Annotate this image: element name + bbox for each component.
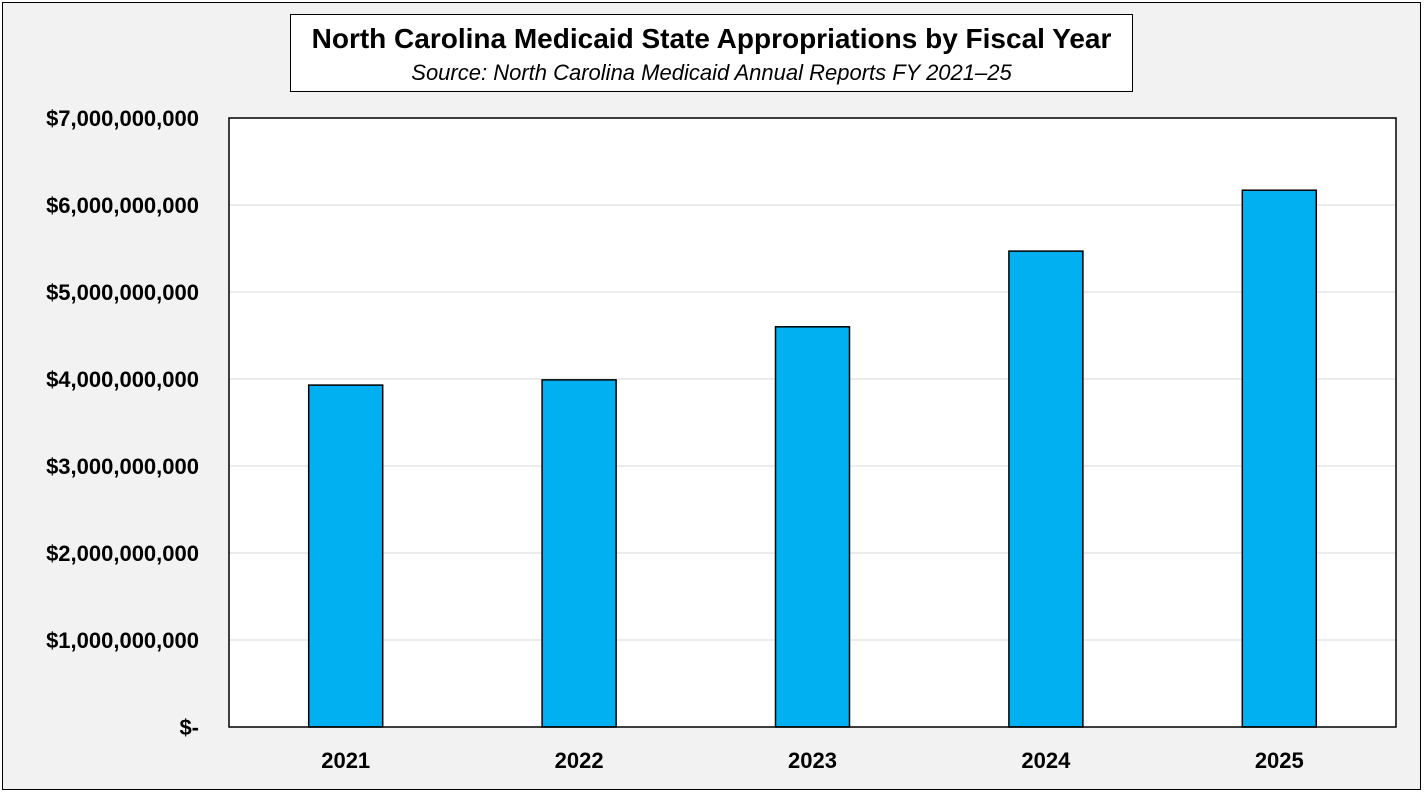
chart-subtitle: Source: North Carolina Medicaid Annual R… bbox=[411, 60, 1012, 85]
y-tick-label: $4,000,000,000 bbox=[46, 367, 199, 392]
y-tick-label: $2,000,000,000 bbox=[46, 541, 199, 566]
title-box: North Carolina Medicaid State Appropriat… bbox=[290, 14, 1133, 92]
x-axis-tick-labels: 2021 2022 2023 2024 2025 bbox=[321, 748, 1304, 773]
y-tick-label: $- bbox=[179, 715, 199, 740]
x-tick-label-2024: 2024 bbox=[1021, 748, 1071, 773]
y-tick-label: $5,000,000,000 bbox=[46, 280, 199, 305]
bar-2024 bbox=[1008, 250, 1084, 728]
y-axis-tick-labels: $- $1,000,000,000 $2,000,000,000 $3,000,000… bbox=[46, 106, 199, 740]
y-tick-label: $3,000,000,000 bbox=[46, 454, 199, 479]
x-tick-label-2025: 2025 bbox=[1255, 748, 1304, 773]
y-tick-label: $1,000,000,000 bbox=[46, 628, 199, 653]
bar-2025 bbox=[1241, 189, 1318, 728]
plot-border bbox=[228, 117, 1397, 728]
y-tick-label: $6,000,000,000 bbox=[46, 193, 199, 218]
bar-2021 bbox=[307, 384, 384, 728]
bar-2022 bbox=[541, 379, 617, 728]
y-tick-label: $7,000,000,000 bbox=[46, 106, 199, 131]
x-tick-label-2022: 2022 bbox=[555, 748, 604, 773]
x-tick-label-2021: 2021 bbox=[321, 748, 370, 773]
chart-title: North Carolina Medicaid State Appropriat… bbox=[311, 23, 1112, 54]
bars bbox=[307, 189, 1318, 728]
bar-2023 bbox=[774, 326, 851, 728]
x-tick-label-2023: 2023 bbox=[788, 748, 837, 773]
